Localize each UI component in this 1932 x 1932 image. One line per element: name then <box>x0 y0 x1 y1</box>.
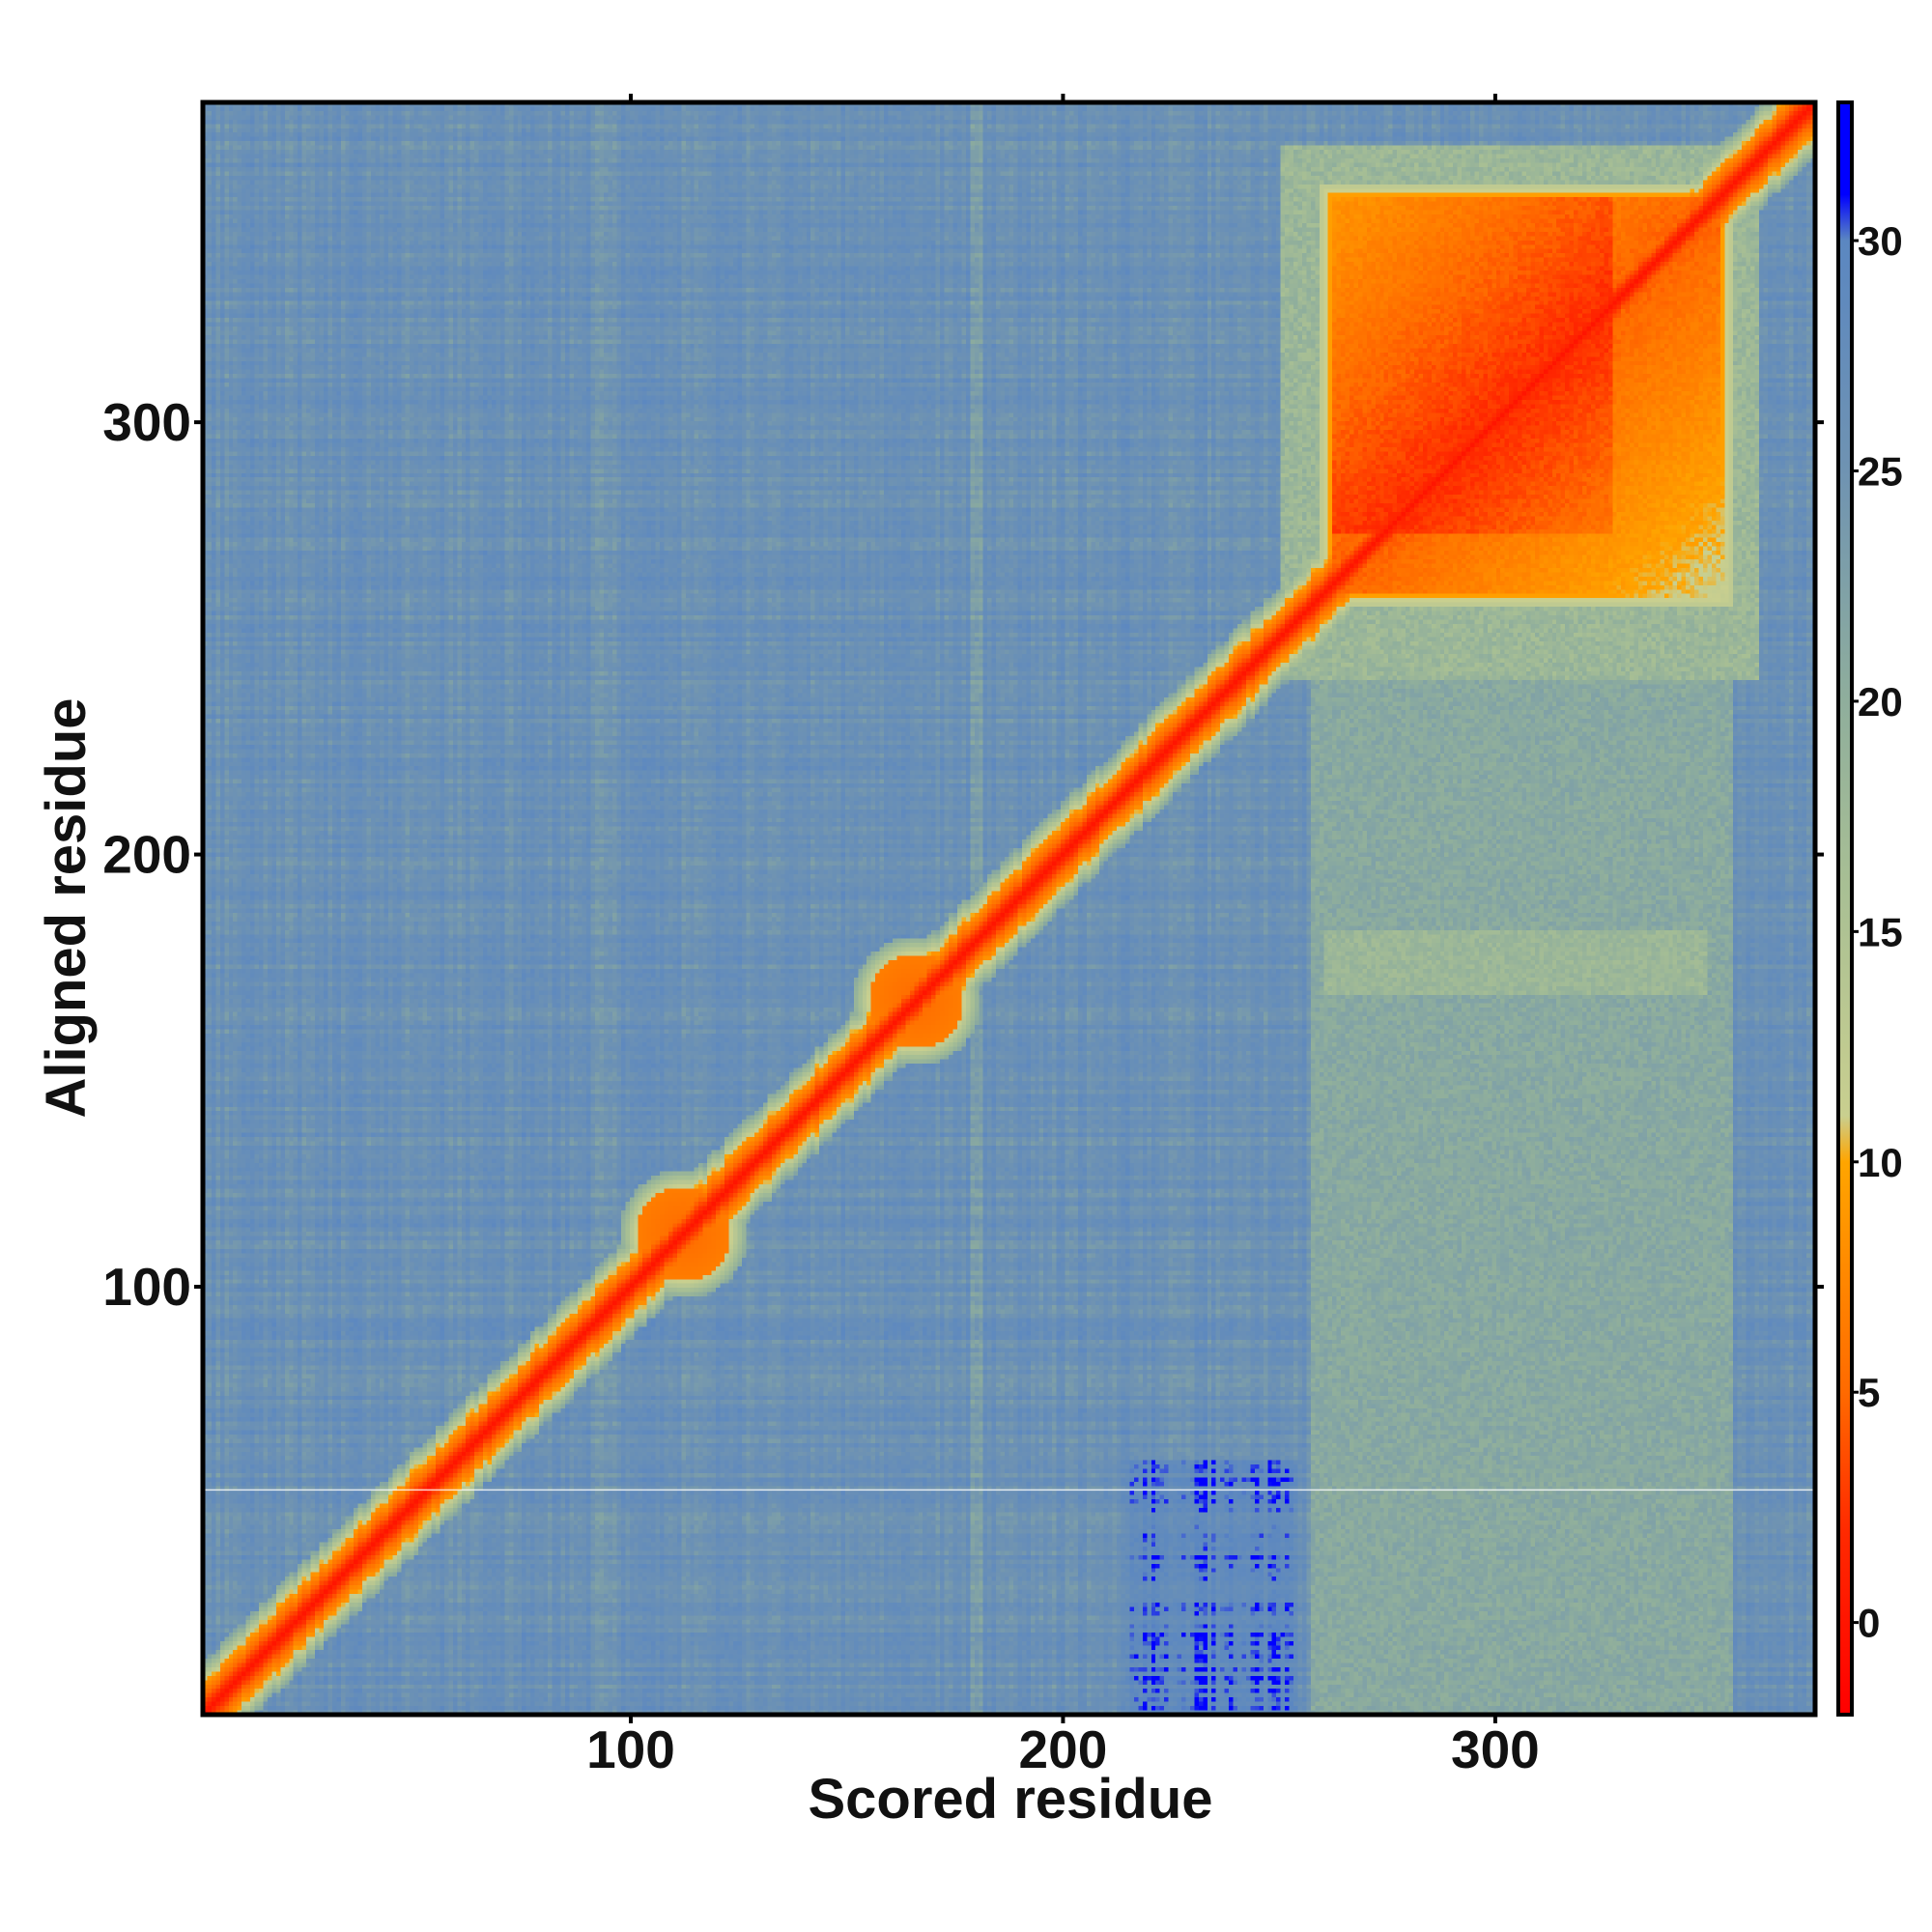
colorbar-tick-label-15: 15 <box>1858 909 1903 954</box>
colorbar-tick-label-5: 5 <box>1858 1370 1880 1415</box>
x-tick-label-300: 300 <box>1451 1719 1540 1779</box>
y-tick-label-300: 300 <box>102 392 191 452</box>
x-tick-label-200: 200 <box>1019 1719 1108 1779</box>
colorbar-tick-label-10: 10 <box>1858 1140 1903 1185</box>
colorbar-tick-label-20: 20 <box>1858 679 1903 724</box>
axes: 100 200 300 100 200 300 <box>102 94 1824 1779</box>
x-tick-label-100: 100 <box>586 1719 675 1779</box>
y-tick-label-200: 200 <box>102 825 191 885</box>
colorbar-tick-label-0: 0 <box>1858 1601 1880 1646</box>
y-axis-title: Aligned residue <box>35 697 98 1118</box>
colorbar-tick-label-30: 30 <box>1858 218 1903 264</box>
colorbar-scale <box>1836 100 1854 1717</box>
colorbar: 0 5 10 15 20 25 30 <box>1836 100 1903 1717</box>
plot-frame <box>200 99 1818 1718</box>
heatmap-cells <box>203 102 1815 1715</box>
colorbar-tick-label-25: 25 <box>1858 448 1903 494</box>
plot-area <box>203 102 1815 1715</box>
y-tick-label-100: 100 <box>102 1257 191 1317</box>
x-axis-title: Scored residue <box>808 1768 1212 1831</box>
